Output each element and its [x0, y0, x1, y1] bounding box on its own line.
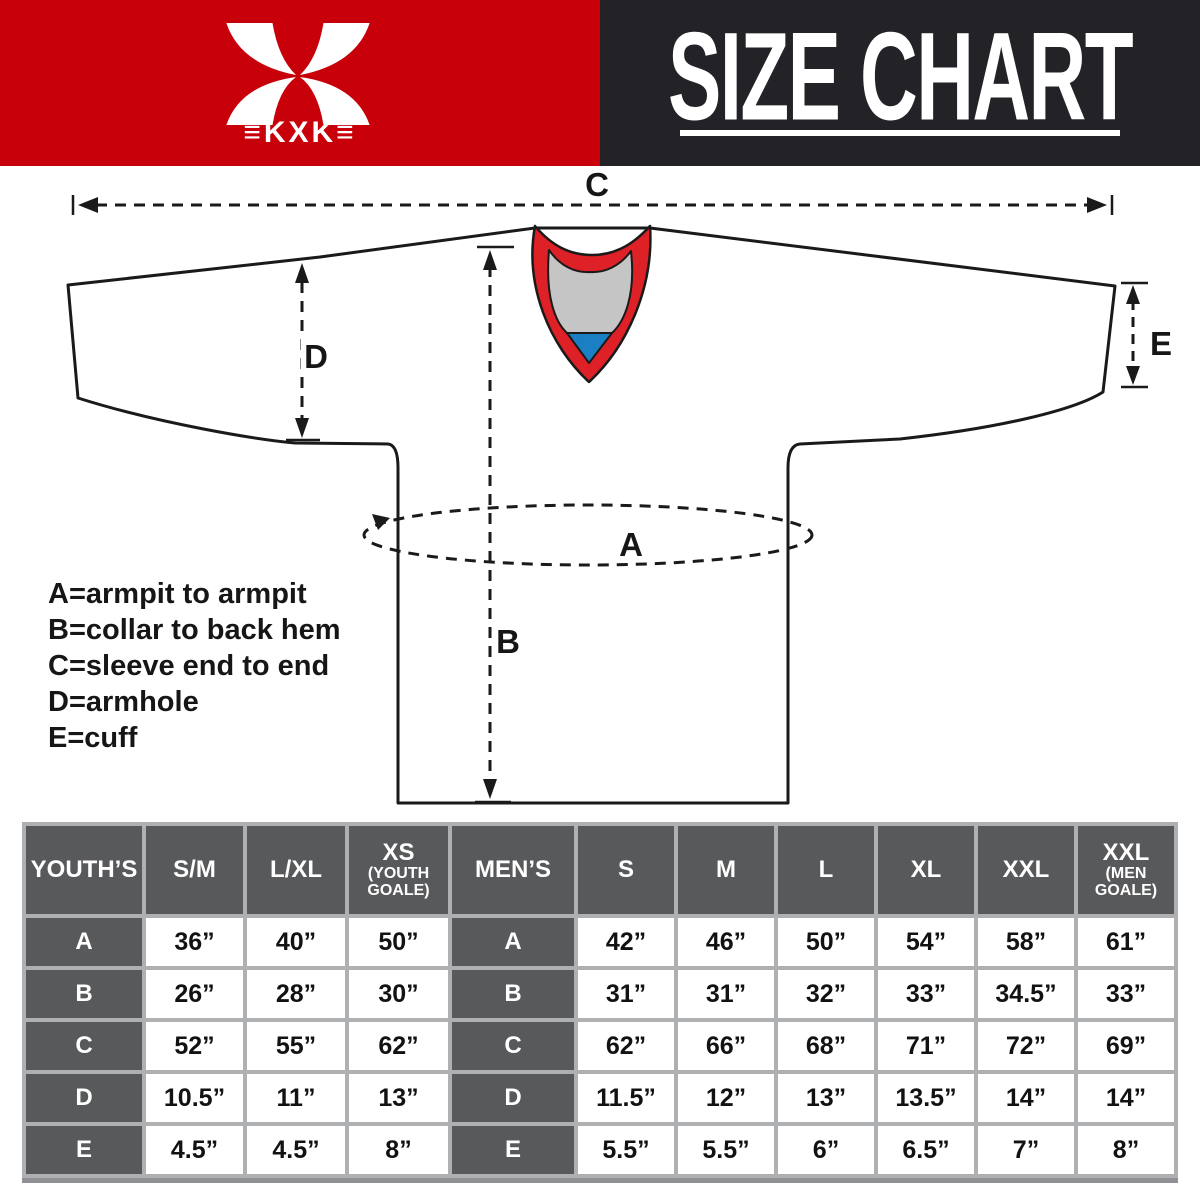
label-d: D — [304, 338, 328, 375]
measure-ellipse-a — [362, 503, 814, 567]
row-label: C — [452, 1022, 574, 1070]
value-cell: 69” — [1078, 1022, 1174, 1070]
row-label: D — [26, 1074, 142, 1122]
youth-size-sm: S/M — [146, 826, 243, 914]
value-cell: 14” — [978, 1074, 1074, 1122]
value-cell: 26” — [146, 970, 243, 1018]
value-cell: 42” — [578, 918, 674, 966]
legend-line-d: D=armhole — [48, 686, 199, 718]
value-cell: 6.5” — [878, 1126, 974, 1174]
value-cell: 58” — [978, 918, 1074, 966]
legend-line-b: B=collar to back hem — [48, 614, 341, 646]
men-size-xl: XL — [878, 826, 974, 914]
value-cell: 33” — [1078, 970, 1174, 1018]
value-cell: 68” — [778, 1022, 874, 1070]
youth-size-lxl: L/XL — [247, 826, 345, 914]
value-cell: 62” — [578, 1022, 674, 1070]
men-size-xxl: XXL — [978, 826, 1074, 914]
value-cell: 66” — [678, 1022, 774, 1070]
row-label: E — [26, 1126, 142, 1174]
legend-line-c: C=sleeve end to end — [48, 650, 330, 682]
header-banner: ≡KXK≡ SIZE CHART — [0, 0, 1200, 166]
title-underline — [680, 130, 1120, 136]
collar-inner-gray — [547, 249, 634, 334]
value-cell: 46” — [678, 918, 774, 966]
value-cell: 32” — [778, 970, 874, 1018]
value-cell: 5.5” — [678, 1126, 774, 1174]
row-label: C — [26, 1022, 142, 1070]
measure-arrow-d — [286, 263, 320, 442]
row-label: B — [452, 970, 574, 1018]
row-label: E — [452, 1126, 574, 1174]
value-cell: 72” — [978, 1022, 1074, 1070]
label-d-bg — [301, 338, 331, 372]
value-cell: 55” — [247, 1022, 345, 1070]
label-e: E — [1150, 325, 1172, 362]
value-cell: 7” — [978, 1126, 1074, 1174]
label-a: A — [619, 526, 643, 563]
value-cell: 4.5” — [247, 1126, 345, 1174]
value-cell: 54” — [878, 918, 974, 966]
youth-header-cell: YOUTH’S — [26, 826, 142, 914]
page-title: SIZE CHART — [668, 6, 1134, 147]
youth-size-xs-goalie: XS (YOUTH GOALE) — [349, 826, 448, 914]
men-size-m: M — [678, 826, 774, 914]
size-table: YOUTH’S S/M L/XL XS (YOUTH GOALE) MEN’S … — [22, 822, 1178, 1183]
value-cell: 4.5” — [146, 1126, 243, 1174]
value-cell: 6” — [778, 1126, 874, 1174]
row-label: A — [452, 918, 574, 966]
value-cell: 8” — [349, 1126, 448, 1174]
value-cell: 40” — [247, 918, 345, 966]
title-panel: SIZE CHART — [600, 0, 1200, 166]
value-cell: 10.5” — [146, 1074, 243, 1122]
measure-arrow-b — [475, 245, 514, 804]
value-cell: 50” — [778, 918, 874, 966]
label-c: C — [585, 166, 609, 203]
measure-arrow-c — [71, 195, 1114, 215]
value-cell: 13” — [349, 1074, 448, 1122]
measure-arrow-e — [1121, 281, 1148, 389]
men-header-cell: MEN’S — [452, 826, 574, 914]
kxk-logo-icon — [226, 22, 370, 126]
value-cell: 62” — [349, 1022, 448, 1070]
value-cell: 34.5” — [978, 970, 1074, 1018]
value-cell: 13.5” — [878, 1074, 974, 1122]
collar-blue-insert — [566, 332, 613, 364]
value-cell: 30” — [349, 970, 448, 1018]
value-cell: 36” — [146, 918, 243, 966]
value-cell: 8” — [1078, 1126, 1174, 1174]
value-cell: 61” — [1078, 918, 1174, 966]
kxk-logo-text: ≡KXK≡ — [243, 116, 357, 149]
value-cell: 31” — [678, 970, 774, 1018]
measurement-legend: A=armpit to armpit B=collar to back hem … — [48, 576, 341, 756]
value-cell: 28” — [247, 970, 345, 1018]
legend-line-a: A=armpit to armpit — [48, 578, 307, 610]
men-size-xxl-goalie: XXL (MEN GOALE) — [1078, 826, 1174, 914]
brand-panel: ≡KXK≡ — [0, 0, 600, 166]
value-cell: 50” — [349, 918, 448, 966]
value-cell: 14” — [1078, 1074, 1174, 1122]
value-cell: 33” — [878, 970, 974, 1018]
value-cell: 13” — [778, 1074, 874, 1122]
jersey-measurement-diagram: C D B A — [66, 166, 1172, 805]
value-cell: 5.5” — [578, 1126, 674, 1174]
collar — [531, 224, 652, 384]
label-b: B — [496, 623, 520, 660]
value-cell: 11.5” — [578, 1074, 674, 1122]
row-label: D — [452, 1074, 574, 1122]
legend-line-e: E=cuff — [48, 722, 138, 754]
men-size-l: L — [778, 826, 874, 914]
value-cell: 52” — [146, 1022, 243, 1070]
value-cell: 31” — [578, 970, 674, 1018]
label-a-bg — [612, 526, 650, 562]
row-label: A — [26, 918, 142, 966]
men-size-s: S — [578, 826, 674, 914]
value-cell: 71” — [878, 1022, 974, 1070]
value-cell: 12” — [678, 1074, 774, 1122]
row-label: B — [26, 970, 142, 1018]
value-cell: 11” — [247, 1074, 345, 1122]
